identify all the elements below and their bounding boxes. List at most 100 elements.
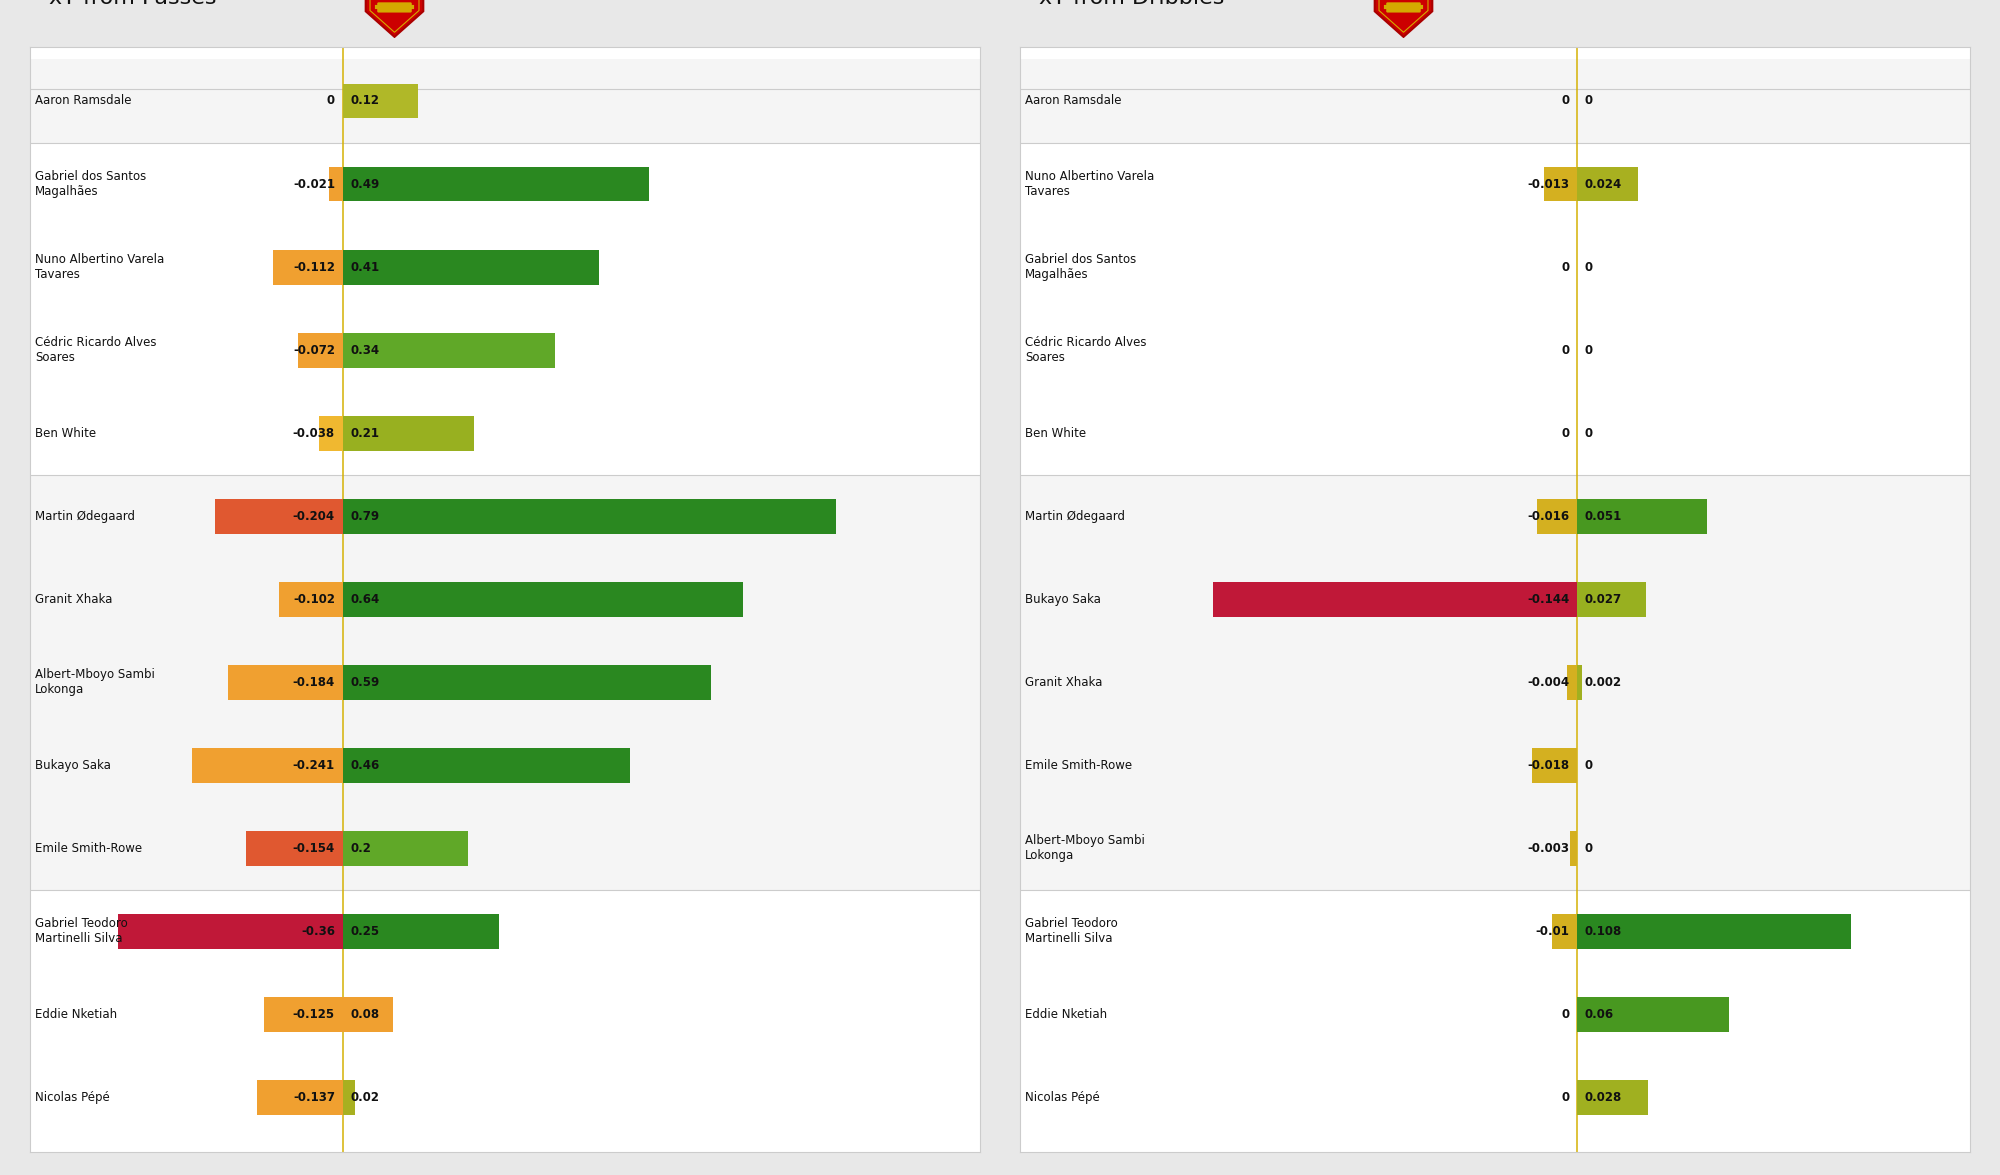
FancyBboxPatch shape (378, 2, 412, 13)
Text: -0.154: -0.154 (292, 841, 334, 855)
Text: Martin Ødegaard: Martin Ødegaard (34, 510, 134, 523)
Text: -0.013: -0.013 (1528, 177, 1570, 190)
Text: Emile Smith-Rowe: Emile Smith-Rowe (1024, 759, 1132, 772)
Text: 0.64: 0.64 (350, 592, 380, 606)
Text: Albert-Mboyo Sambi
Lokonga: Albert-Mboyo Sambi Lokonga (34, 669, 154, 697)
Bar (342, 83, 418, 119)
Text: Albert-Mboyo Sambi
Lokonga: Albert-Mboyo Sambi Lokonga (1024, 834, 1144, 862)
Text: 0: 0 (1562, 343, 1570, 357)
FancyBboxPatch shape (1020, 60, 1970, 142)
Text: Emile Smith-Rowe: Emile Smith-Rowe (34, 841, 142, 855)
FancyBboxPatch shape (30, 889, 980, 1139)
Bar (1570, 831, 1578, 866)
Bar (272, 249, 342, 284)
Bar (342, 249, 598, 284)
Text: 0: 0 (1562, 427, 1570, 439)
Text: 0.25: 0.25 (350, 925, 380, 938)
Bar (342, 748, 630, 783)
Polygon shape (1374, 0, 1432, 36)
Text: Gabriel Teodoro
Martinelli Silva: Gabriel Teodoro Martinelli Silva (1024, 918, 1118, 946)
Text: -0.072: -0.072 (292, 343, 334, 357)
Bar (342, 998, 392, 1032)
Text: Cédric Ricardo Alves
Soares: Cédric Ricardo Alves Soares (34, 336, 156, 364)
Text: 0.02: 0.02 (350, 1092, 380, 1104)
Bar (1578, 498, 1706, 533)
Text: 0.34: 0.34 (350, 343, 380, 357)
Bar (118, 914, 342, 949)
Bar (342, 416, 474, 450)
Text: 0: 0 (1584, 94, 1594, 107)
Text: 0.79: 0.79 (350, 510, 380, 523)
Text: 0.59: 0.59 (350, 676, 380, 689)
Bar (318, 416, 342, 450)
Text: 0.21: 0.21 (350, 427, 380, 439)
Bar (1536, 498, 1578, 533)
Text: 0.46: 0.46 (350, 759, 380, 772)
Text: Martin Ødegaard: Martin Ødegaard (1024, 510, 1124, 523)
Text: 0.06: 0.06 (1584, 1008, 1614, 1021)
Text: 0.08: 0.08 (350, 1008, 380, 1021)
Bar (246, 831, 342, 866)
Bar (228, 665, 342, 700)
Text: Gabriel dos Santos
Magalhães: Gabriel dos Santos Magalhães (1024, 253, 1136, 281)
Bar (1568, 665, 1578, 700)
Text: Granit Xhaka: Granit Xhaka (1024, 676, 1102, 689)
Text: 0.024: 0.024 (1584, 177, 1622, 190)
Text: Ben White: Ben White (1024, 427, 1086, 439)
Text: Nicolas Pépé: Nicolas Pépé (1024, 1092, 1100, 1104)
Text: 0.027: 0.027 (1584, 592, 1622, 606)
Text: 0.12: 0.12 (350, 94, 380, 107)
Text: -0.021: -0.021 (292, 177, 334, 190)
Text: Ben White: Ben White (34, 427, 96, 439)
Bar (330, 167, 342, 201)
Text: -0.144: -0.144 (1528, 592, 1570, 606)
Text: 0.051: 0.051 (1584, 510, 1622, 523)
Text: 0: 0 (1584, 261, 1594, 274)
Text: Eddie Nketiah: Eddie Nketiah (34, 1008, 116, 1021)
Text: 0.2: 0.2 (350, 841, 370, 855)
Text: -0.003: -0.003 (1528, 841, 1570, 855)
FancyBboxPatch shape (1020, 142, 1970, 475)
Text: 0: 0 (1584, 759, 1594, 772)
Bar (1212, 582, 1578, 617)
Text: 0: 0 (1584, 841, 1594, 855)
Text: xT from Dribbles: xT from Dribbles (1040, 0, 1224, 8)
Text: Bukayo Saka: Bukayo Saka (1024, 592, 1100, 606)
Text: 0: 0 (1584, 343, 1594, 357)
Text: 0: 0 (1562, 94, 1570, 107)
Text: -0.36: -0.36 (300, 925, 334, 938)
Text: Gabriel dos Santos
Magalhães: Gabriel dos Santos Magalhães (34, 170, 146, 199)
Text: 0.108: 0.108 (1584, 925, 1622, 938)
Text: 0.002: 0.002 (1584, 676, 1622, 689)
Text: 0.41: 0.41 (350, 261, 380, 274)
Text: -0.004: -0.004 (1528, 676, 1570, 689)
Bar (342, 498, 836, 533)
Bar (1552, 914, 1578, 949)
Text: Eddie Nketiah: Eddie Nketiah (1024, 1008, 1106, 1021)
Text: xT from Passes: xT from Passes (48, 0, 216, 8)
Bar (216, 498, 342, 533)
Text: Nuno Albertino Varela
Tavares: Nuno Albertino Varela Tavares (34, 253, 164, 281)
Text: -0.01: -0.01 (1536, 925, 1570, 938)
Text: Cédric Ricardo Alves
Soares: Cédric Ricardo Alves Soares (1024, 336, 1146, 364)
Bar (264, 998, 342, 1032)
Text: -0.204: -0.204 (292, 510, 334, 523)
Bar (1544, 167, 1578, 201)
Text: Aaron Ramsdale: Aaron Ramsdale (34, 94, 132, 107)
Text: 0.49: 0.49 (350, 177, 380, 190)
Text: -0.184: -0.184 (292, 676, 334, 689)
Bar (256, 1080, 342, 1115)
Text: 0.028: 0.028 (1584, 1092, 1622, 1104)
Bar (342, 582, 742, 617)
Text: Granit Xhaka: Granit Xhaka (34, 592, 112, 606)
Bar (342, 167, 648, 201)
Text: -0.125: -0.125 (292, 1008, 334, 1021)
FancyBboxPatch shape (1020, 889, 1970, 1139)
Bar (1578, 665, 1582, 700)
FancyBboxPatch shape (30, 142, 980, 475)
Bar (1532, 748, 1578, 783)
Bar (342, 333, 556, 368)
Bar (342, 1080, 356, 1115)
Text: -0.102: -0.102 (292, 592, 334, 606)
Text: Bukayo Saka: Bukayo Saka (34, 759, 110, 772)
